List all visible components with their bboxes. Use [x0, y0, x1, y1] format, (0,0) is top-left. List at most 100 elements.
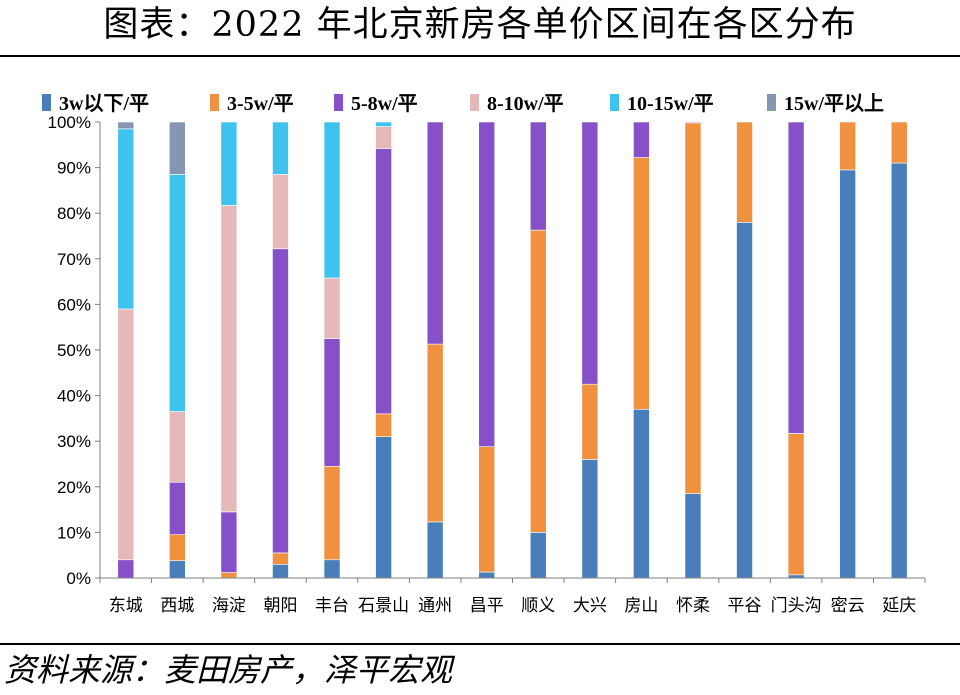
legend-swatch [470, 94, 479, 111]
bar-segment: 西城 · 5-8w/平: 11.5% [169, 481, 186, 535]
bar-segment: 丰台 · 3w以下/平: 4% [323, 559, 341, 579]
bar-segment: 顺义 · 5-8w/平: 23.7% [529, 121, 547, 231]
bar-segment: 石景山 · 10-15w/平: 1% [375, 121, 392, 127]
bar-segment: 通州 · 3w以下/平: 12.3% [426, 521, 444, 579]
bar-segment: 东城 · 5-8w/平: 4% [117, 559, 135, 579]
x-axis: 东城 西城 海淀 朝阳 丰台 石景山 通州 昌平 顺义 大兴 房山 怀柔 平谷 门头沟 密云 延庆 [99, 577, 926, 616]
legend-label: 3w以下/平 [59, 92, 149, 115]
source-rule [0, 643, 960, 645]
x-category-label: 密云 [831, 596, 865, 616]
y-tick-label: 80% [57, 204, 91, 223]
legend-label: 10-15w/平 [627, 93, 714, 115]
legend-label: 3-5w/平 [227, 93, 294, 115]
x-category-label: 大兴 [573, 596, 607, 616]
bar-segment: 顺义 · 3w以下/平: 10% [529, 532, 547, 579]
bar-segment: 丰台 · 10-15w/平: 34.2% [323, 121, 341, 279]
legend-item: 8-10w/平 [470, 93, 564, 115]
bar-segment: 朝阳 · 10-15w/平: 11.5% [272, 121, 289, 175]
bar-segment: 丰台 · 8-10w/平: 13.3% [323, 277, 341, 339]
y-tick-label: 40% [57, 387, 91, 406]
bar-segment: 西城 · 15w/平以上: 11.5% [169, 121, 186, 175]
bar-segment: 怀柔 · 3-5w/平: 81.3% [684, 122, 702, 494]
bar-segment: 房山 · 3-5w/平: 55.2% [633, 157, 650, 410]
bar-segment: 丰台 · 5-8w/平: 28% [323, 338, 341, 467]
y-tick-label: 50% [57, 341, 91, 360]
bar-segment: 延庆 · 3w以下/平: 91% [890, 162, 908, 579]
legend-swatch [210, 94, 219, 111]
bar-segment: 通州 · 5-8w/平: 48.7% [426, 121, 444, 345]
title-rule [0, 55, 960, 57]
y-tick-label: 60% [57, 295, 91, 314]
bar-segment: 海淀 · 5-8w/平: 13.3% [220, 511, 238, 573]
y-tick-label: 10% [57, 523, 91, 542]
bar-segment: 昌平 · 5-8w/平: 71.2% [478, 121, 496, 447]
legend-item: 5-8w/平 [334, 93, 418, 115]
bar-segment: 通州 · 3-5w/平: 39% [426, 343, 444, 523]
bar-segment: 海淀 · 8-10w/平: 67.2% [220, 205, 238, 513]
bar-segment: 房山 · 5-8w/平: 7.8% [633, 121, 650, 158]
bar-segment: 平谷 · 3-5w/平: 22% [736, 121, 753, 223]
source-note: 资料来源：麦田房产，泽平宏观 [4, 651, 453, 689]
bar-segment: 西城 · 8-10w/平: 15.5% [169, 411, 186, 483]
bar-segment: 石景山 · 5-8w/平: 58.2% [375, 148, 392, 415]
x-category-label: 海淀 [212, 596, 246, 616]
y-tick-label: 20% [57, 478, 91, 497]
y-tick-label: 100% [48, 113, 91, 132]
legend-label: 8-10w/平 [487, 93, 564, 115]
legend-item: 3w以下/平 [42, 92, 149, 115]
x-category-label: 昌平 [470, 596, 504, 616]
bar-segment: 朝阳 · 5-8w/平: 66.7% [272, 248, 289, 554]
bars: 东城 · 5-8w/平: 4%东城 · 8-10w/平: 55%东城 · 10-… [117, 121, 908, 579]
x-category-label: 通州 [418, 596, 452, 616]
bar-segment: 东城 · 15w/平以上: 1.5% [117, 121, 135, 130]
legend-swatch [334, 94, 343, 111]
legend-swatch [42, 94, 51, 111]
bar-segment: 石景山 · 3w以下/平: 31% [375, 436, 392, 579]
legend-label: 15w/平以上 [784, 92, 884, 115]
x-category-label: 西城 [160, 596, 194, 616]
bar-segment: 朝阳 · 8-10w/平: 16.3% [272, 174, 289, 250]
bar-segment: 东城 · 8-10w/平: 55% [117, 308, 135, 561]
y-axis: 0% 10% 20% 30% 40% 50% 60% 70% 80% 90% 100% [48, 113, 101, 588]
bar-segment: 大兴 · 5-8w/平: 57.5% [581, 121, 599, 385]
x-category-label: 石景山 [358, 596, 409, 616]
bar-segment: 怀柔 · 3w以下/平: 18.5% [684, 493, 702, 579]
bar-segment: 大兴 · 3-5w/平: 16.5% [581, 383, 599, 460]
bar-segment: 西城 · 10-15w/平: 52% [169, 174, 186, 412]
bar-segment: 延庆 · 3-5w/平: 9% [890, 121, 908, 164]
bar-segment: 朝阳 · 3-5w/平: 2.5% [272, 552, 289, 565]
bar-segment: 门头沟 · 5-8w/平: 68.3% [787, 121, 805, 434]
page-title: 图表：2022 年北京新房各单价区间在各区分布 [103, 5, 857, 45]
x-category-label: 平谷 [728, 596, 762, 616]
bar-segment: 昌平 · 3w以下/平: 1.3% [478, 571, 496, 579]
bar-segment: 怀柔 · 5-8w/平: 0.2% [684, 121, 702, 124]
x-category-label: 怀柔 [676, 596, 710, 616]
bar-segment: 西城 · 3w以下/平: 3.8% [169, 560, 186, 579]
stacked-bar-chart: 3w以下/平 3-5w/平 5-8w/平 8-10w/平 10-15w/平 15w/平以上… [42, 92, 926, 616]
legend-item: 15w/平以上 [767, 92, 884, 115]
bar-segment: 密云 · 3w以下/平: 89.5% [839, 169, 856, 579]
y-tick-label: 70% [57, 250, 91, 269]
bar-segment: 门头沟 · 3-5w/平: 31% [787, 433, 805, 576]
bar-segment: 海淀 · 3-5w/平: 1.2% [220, 572, 238, 579]
x-category-label: 房山 [624, 596, 658, 616]
bar-segment: 平谷 · 3w以下/平: 78% [736, 222, 753, 579]
bar-segment: 大兴 · 3w以下/平: 26% [581, 459, 599, 579]
legend-swatch [610, 94, 619, 111]
x-category-label: 丰台 [315, 596, 349, 616]
y-tick-label: 30% [57, 432, 91, 451]
bar-segment: 丰台 · 3-5w/平: 20.5% [323, 465, 341, 561]
legend-label: 5-8w/平 [351, 93, 418, 115]
bar-segment: 房山 · 3w以下/平: 37% [633, 408, 650, 579]
legend-item: 10-15w/平 [610, 93, 714, 115]
y-tick-label: 90% [57, 159, 91, 178]
x-category-label: 东城 [109, 596, 143, 616]
x-category-label: 朝阳 [263, 596, 297, 616]
x-category-label: 门头沟 [771, 596, 822, 616]
bar-segment: 朝阳 · 3w以下/平: 3% [272, 564, 289, 579]
legend-item: 3-5w/平 [210, 93, 294, 115]
legend: 3w以下/平 3-5w/平 5-8w/平 8-10w/平 10-15w/平 15w/平以上 [42, 92, 884, 115]
bar-segment: 密云 · 3-5w/平: 10.5% [839, 121, 856, 171]
x-category-label: 延庆 [882, 596, 916, 616]
bar-segment: 东城 · 10-15w/平: 39.5% [117, 128, 135, 310]
